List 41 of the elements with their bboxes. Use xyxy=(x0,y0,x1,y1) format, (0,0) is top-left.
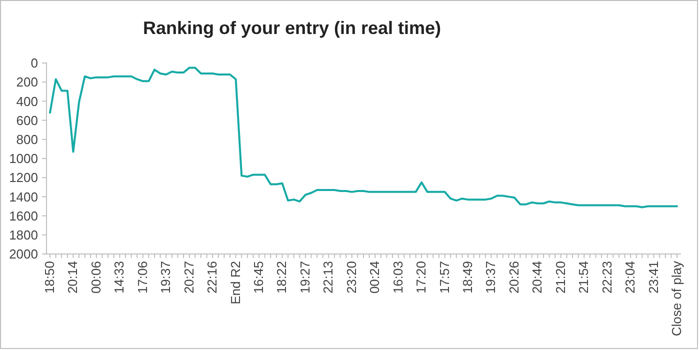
y-tick-label: 1400 xyxy=(9,189,38,204)
y-tick-label: 0 xyxy=(30,56,38,71)
x-tick-label: 16:03 xyxy=(390,261,406,294)
x-tick-label: 16:45 xyxy=(251,261,266,294)
x-tick-label: 22:23 xyxy=(599,261,614,294)
x-tick-label: 17:20 xyxy=(414,261,429,294)
x-tick-label: 17:06 xyxy=(134,261,150,294)
y-tick-label: 600 xyxy=(16,112,38,128)
x-tick-label: 19:27 xyxy=(297,261,312,294)
x-tick-label: 20:27 xyxy=(181,261,196,294)
x-tick-label: 21:54 xyxy=(576,261,592,294)
x-tick-label: 18:50 xyxy=(42,261,57,294)
y-tick-label: 800 xyxy=(16,132,38,147)
x-tick-label: 18:49 xyxy=(460,261,475,294)
chart-title: Ranking of your entry (in real time) xyxy=(142,18,442,38)
x-tick-label: End R2 xyxy=(228,261,243,304)
line-series xyxy=(49,66,678,208)
x-tick-label: 23:20 xyxy=(344,261,359,294)
y-tick-label: 400 xyxy=(16,94,38,109)
y-tick-label: 1200 xyxy=(9,170,38,186)
x-tick-label: 14:33 xyxy=(112,261,127,294)
x-tick-label: 19:37 xyxy=(483,261,498,294)
x-tick-label: 23:04 xyxy=(622,261,638,294)
x-tick-label: 21:20 xyxy=(552,261,568,294)
y-tick-label: 1600 xyxy=(9,208,38,224)
x-tick-label: 20:26 xyxy=(506,261,522,294)
y-tick-label: 1800 xyxy=(9,227,38,242)
x-tick-label: 00:06 xyxy=(88,261,104,294)
x-tick-label: 20:14 xyxy=(65,261,80,294)
y-tick-label: 2000 xyxy=(9,246,38,262)
x-tick-label: 00:24 xyxy=(367,261,382,294)
y-tick-label: 1000 xyxy=(9,151,38,166)
x-tick-label: 23:41 xyxy=(646,261,661,294)
x-tick-label: 20:44 xyxy=(530,261,545,294)
x-tick-label: 19:37 xyxy=(158,261,174,294)
x-tick-label: 22:16 xyxy=(204,261,220,294)
x-tick-label: 22:13 xyxy=(320,261,336,294)
x-tick-label: 18:22 xyxy=(274,261,290,294)
y-tick-label: 200 xyxy=(16,74,38,90)
x-tick-label: Close of play xyxy=(669,260,684,336)
x-tick-label: 17:57 xyxy=(436,261,452,294)
